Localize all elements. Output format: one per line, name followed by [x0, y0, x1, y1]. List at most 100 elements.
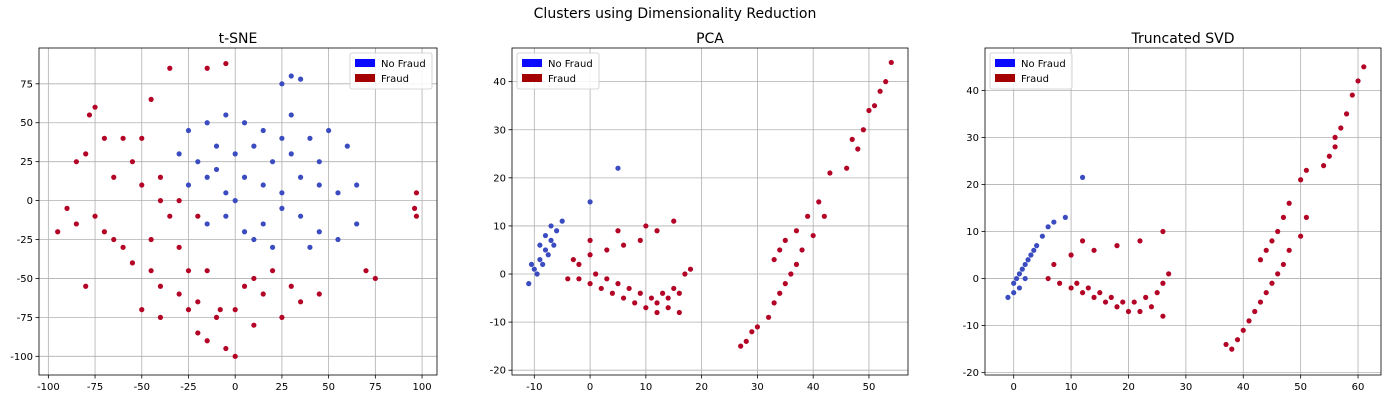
legend-no-fraud-label: No Fraud: [1021, 59, 1066, 70]
y-tick-label: -20: [490, 366, 506, 377]
fraud-point: [204, 268, 210, 274]
fraud-point: [101, 229, 107, 235]
fraud-point: [665, 305, 671, 311]
fraud-point: [1321, 163, 1327, 169]
fraud-point: [654, 300, 660, 306]
fraud-point: [111, 174, 117, 180]
fraud-point: [771, 300, 777, 306]
x-tick-label: 20: [1122, 382, 1135, 393]
fraud-point: [860, 127, 866, 133]
no-fraud-point: [269, 244, 276, 250]
legend-fraud-swatch: [355, 74, 375, 82]
no-fraud-point: [279, 81, 285, 87]
y-tick-label: 40: [966, 86, 979, 97]
fraud-point: [765, 314, 772, 320]
legend: No Fraud Fraud: [349, 52, 433, 90]
no-fraud-point: [1028, 252, 1034, 258]
fraud-point: [1108, 294, 1114, 300]
no-fraud-point: [279, 135, 285, 141]
fraud-point: [1326, 153, 1332, 159]
no-fraud-point: [537, 256, 543, 263]
y-tick-label: 0: [500, 270, 506, 281]
no-fraud-point: [344, 143, 350, 149]
fraud-point: [1160, 280, 1166, 286]
chart-panel-0: -100 -75 -50 -25 0 25 50 75 100 -100 -75 -50 -25 0 25 5…: [10, 31, 438, 393]
fraud-point: [810, 232, 816, 239]
fraud-point: [827, 170, 833, 176]
chart-title: Truncated SVD: [1131, 31, 1235, 47]
fraud-point: [139, 135, 145, 141]
fraud-point: [148, 96, 154, 102]
no-fraud-point: [297, 174, 304, 180]
figure-title: Clusters using Dimensionality Reduction: [534, 6, 817, 22]
fraud-point: [799, 247, 805, 253]
fraud-point: [632, 300, 638, 306]
no-fraud-point: [542, 232, 549, 239]
fraud-point: [413, 213, 420, 219]
y-tick-label: -20: [963, 368, 979, 379]
fraud-point: [1166, 271, 1172, 277]
fraud-point: [83, 151, 89, 157]
fraud-point: [297, 299, 304, 305]
fraud-point: [1223, 341, 1229, 348]
fraud-point: [55, 229, 61, 235]
no-fraud-point: [1016, 271, 1023, 277]
fraud-point: [1114, 304, 1120, 310]
no-fraud-point: [223, 213, 229, 219]
x-tick-label: 0: [587, 382, 593, 393]
no-fraud-point: [1079, 174, 1086, 180]
no-fraud-point: [297, 76, 304, 82]
no-fraud-point: [1013, 275, 1020, 282]
fraud-point: [788, 271, 794, 277]
fraud-point: [1137, 238, 1143, 244]
fraud-point: [120, 135, 126, 141]
fraud-point: [676, 309, 682, 316]
axes-frame: [38, 47, 438, 376]
fraud-point: [576, 261, 582, 267]
no-fraud-point: [316, 159, 322, 165]
no-fraud-point: [232, 198, 238, 204]
fraud-point: [232, 353, 238, 359]
fraud-point: [217, 307, 223, 313]
fraud-point: [1332, 144, 1338, 150]
fraud-point: [73, 221, 79, 227]
fraud-point: [157, 314, 164, 320]
y-tick-label: -10: [963, 321, 979, 332]
no-fraud-point: [307, 135, 313, 141]
fraud-point: [363, 268, 369, 274]
fraud-point: [1303, 214, 1309, 220]
no-fraud-point: [260, 221, 266, 227]
no-fraud-point: [316, 182, 322, 188]
no-fraud-point: [260, 182, 266, 188]
fraud-point: [1114, 243, 1120, 249]
fraud-point: [576, 276, 582, 282]
no-fraud-point: [587, 199, 593, 205]
x-tick-label: 25: [276, 382, 289, 393]
fraud-point: [1057, 280, 1063, 286]
no-fraud-point: [251, 143, 257, 149]
fraud-point: [871, 103, 878, 109]
no-fraud-point: [354, 182, 360, 188]
x-tick-label: 60: [1352, 382, 1365, 393]
no-fraud-point: [1031, 247, 1037, 253]
no-fraud-point: [1062, 214, 1068, 220]
fraud-point: [682, 271, 688, 277]
no-fraud-point: [241, 120, 248, 126]
no-fraud-point: [1034, 243, 1040, 249]
legend-fraud-swatch: [522, 74, 542, 82]
legend-fraud-label: Fraud: [548, 74, 576, 85]
x-tick-label: 50: [863, 382, 876, 393]
fraud-point: [1355, 78, 1361, 84]
fraud-point: [643, 223, 649, 229]
legend-no-fraud-label: No Fraud: [381, 59, 426, 70]
fraud-point: [241, 283, 248, 289]
no-fraud-point: [531, 266, 537, 272]
no-fraud-point: [545, 252, 551, 258]
fraud-point: [615, 228, 621, 234]
legend-fraud-label: Fraud: [381, 74, 409, 85]
fraud-point: [1286, 247, 1292, 253]
y-tick-label: 30: [966, 133, 979, 144]
fraud-point: [671, 218, 677, 224]
